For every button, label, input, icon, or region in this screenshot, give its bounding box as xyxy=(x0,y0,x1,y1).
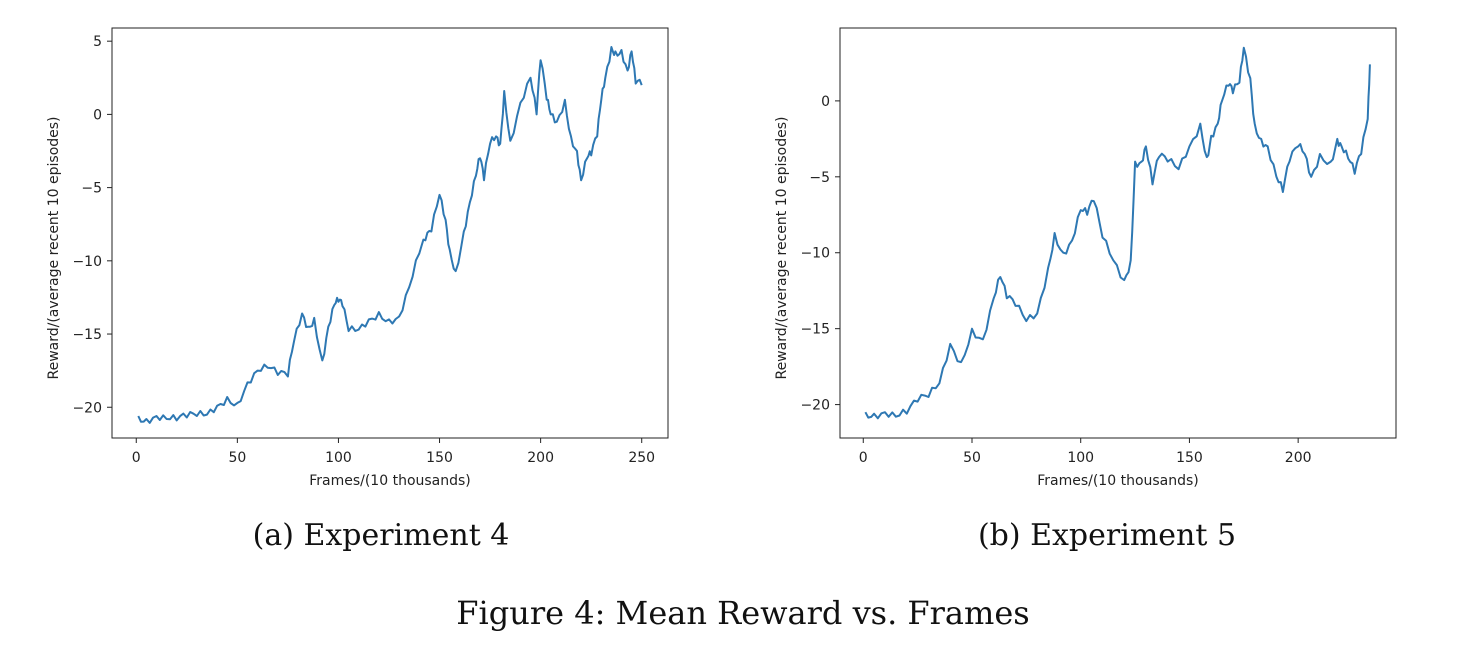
y-tick-label-exp5: −15 xyxy=(800,322,830,338)
y-tick-label-exp4: −20 xyxy=(72,400,102,416)
x-tick-label-exp5: 200 xyxy=(1285,450,1312,466)
x-tick-label-exp4: 200 xyxy=(527,450,554,466)
figure-caption: Figure 4: Mean Reward vs. Frames xyxy=(456,594,1030,632)
y-tick-label-exp5: −5 xyxy=(809,170,830,186)
plot-frame-exp4 xyxy=(111,27,669,439)
y-axis-label-exp5: Reward/(average recent 10 episodes) xyxy=(774,116,790,379)
y-tick-label-exp4: −10 xyxy=(72,254,102,270)
plot-frame-exp5 xyxy=(839,27,1397,439)
series-line-exp5 xyxy=(864,46,1371,420)
plot-group-exp4: 0 50 100 150 200 250 −20 −15 −10 −5 0 5 Frames/(10 t… xyxy=(46,27,669,489)
x-tick-label-exp5: 50 xyxy=(963,450,981,466)
x-tick-label-exp5: 150 xyxy=(1176,450,1203,466)
y-tick-label-exp4: −5 xyxy=(81,181,102,197)
x-tick-label-exp4: 50 xyxy=(228,450,246,466)
x-axis-label-exp4: Frames/(10 thousands) xyxy=(309,473,471,489)
y-tick-label-exp4: −15 xyxy=(72,327,102,343)
y-axis-label-exp4: Reward/(average recent 10 episodes) xyxy=(46,116,62,379)
x-tick-label-exp5: 0 xyxy=(859,450,868,466)
y-tick-label-exp4: 5 xyxy=(93,34,102,50)
subcaption-experiment-4: (a) Experiment 4 xyxy=(252,518,510,553)
y-tick-label-exp5: −10 xyxy=(800,246,830,262)
x-tick-label-exp5: 100 xyxy=(1067,450,1094,466)
y-tick-label-exp5: 0 xyxy=(821,94,830,110)
y-tick-label-exp4: 0 xyxy=(93,107,102,123)
subcaption-experiment-5: (b) Experiment 5 xyxy=(977,518,1237,553)
x-tick-label-exp4: 150 xyxy=(426,450,453,466)
series-line-exp4 xyxy=(137,46,643,424)
x-tick-label-exp4: 0 xyxy=(132,450,141,466)
x-tick-label-exp4: 100 xyxy=(325,450,352,466)
x-axis-label-exp5: Frames/(10 thousands) xyxy=(1037,473,1199,489)
x-tick-label-exp4: 250 xyxy=(628,450,655,466)
plot-group-exp5: 0 50 100 150 200 −20 −15 −10 −5 0 Frames/(10 thous… xyxy=(774,27,1397,489)
y-tick-label-exp5: −20 xyxy=(800,398,830,414)
